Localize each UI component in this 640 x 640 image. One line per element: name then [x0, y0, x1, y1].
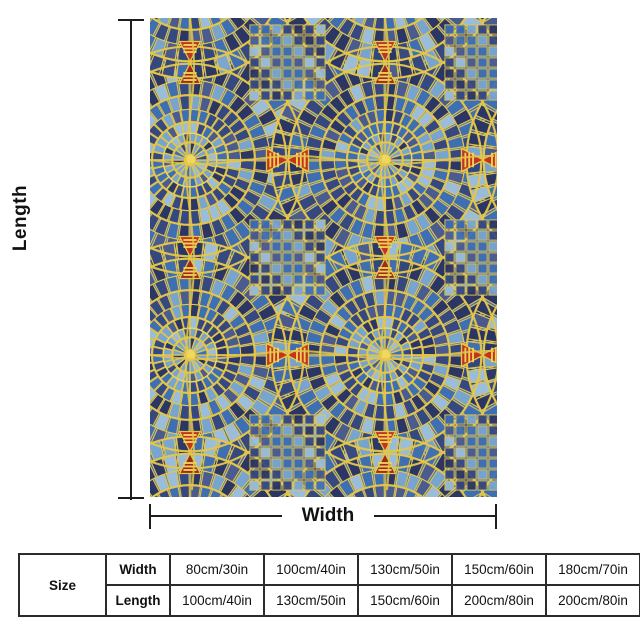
length-dimension-line	[110, 18, 152, 502]
cell-width-2: 130cm/50in	[357, 553, 453, 586]
table-row: Length 100cm/40in 130cm/50in 150cm/60in …	[19, 584, 640, 617]
cell-width-1: 100cm/40in	[263, 553, 359, 586]
length-stem	[130, 20, 132, 500]
cell-width-4: 180cm/70in	[545, 553, 640, 586]
cell-length-2: 150cm/60in	[357, 584, 453, 617]
product-size-figure: Length Width	[8, 18, 500, 534]
pattern-canvas	[150, 18, 497, 497]
length-label: Length	[8, 166, 34, 270]
row-header-width: Width	[105, 553, 171, 586]
size-corner-label: Size	[18, 553, 107, 617]
size-chart: Size Width 80cm/30in 100cm/40in 130cm/50…	[18, 553, 640, 617]
cell-width-3: 150cm/60in	[451, 553, 547, 586]
size-table: Size Width 80cm/30in 100cm/40in 130cm/50…	[18, 553, 640, 617]
blanket-pattern-swatch	[150, 18, 497, 497]
table-row: Size Width 80cm/30in 100cm/40in 130cm/50…	[18, 553, 640, 617]
cell-length-3: 200cm/80in	[451, 584, 547, 617]
cell-length-1: 130cm/50in	[263, 584, 359, 617]
width-label: Width	[282, 503, 374, 529]
row-header-length: Length	[105, 584, 171, 617]
cell-length-0: 100cm/40in	[169, 584, 265, 617]
cell-length-4: 200cm/80in	[545, 584, 640, 617]
width-dimension-line: Width	[148, 500, 500, 534]
width-cap-right	[495, 504, 497, 529]
cell-width-0: 80cm/30in	[169, 553, 265, 586]
length-cap-bottom	[118, 497, 144, 499]
